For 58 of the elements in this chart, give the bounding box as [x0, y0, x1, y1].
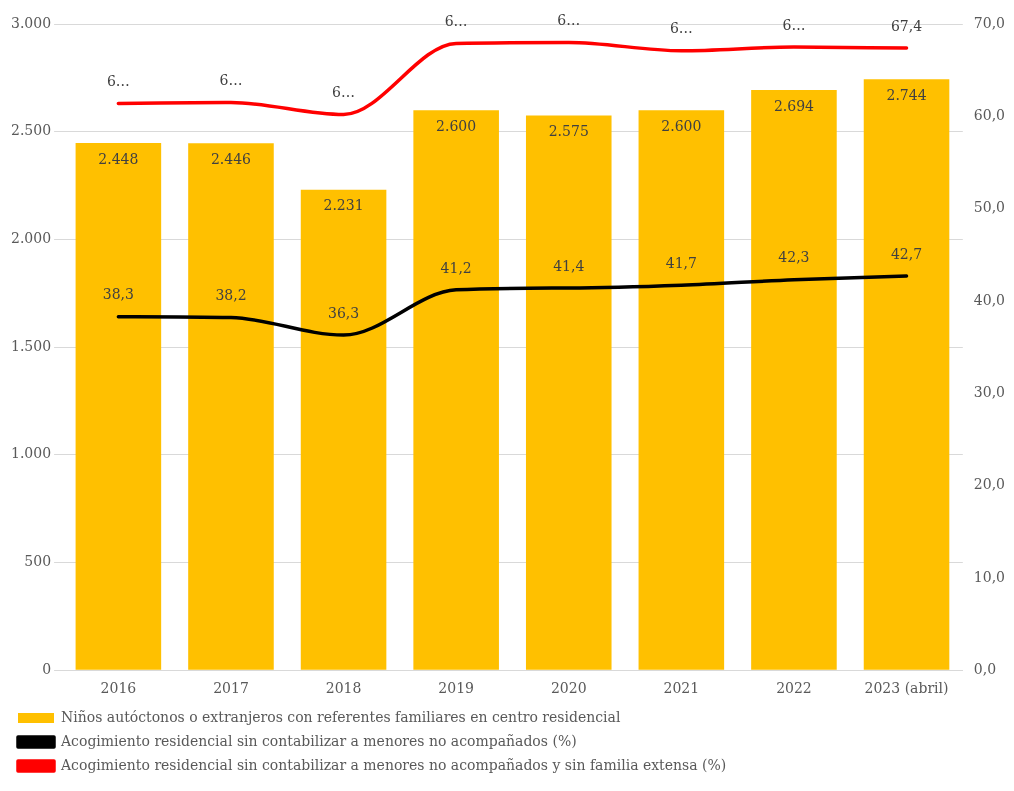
legend-label: Acogimiento residencial sin contabilizar a menores no acompañados (%)	[60, 732, 577, 749]
bar	[751, 89, 837, 670]
y-tick-label: 2.500	[10, 122, 52, 139]
data-label: 2.231	[323, 197, 364, 214]
data-label: 36,3	[327, 304, 360, 321]
data-label: 2.600	[661, 117, 702, 134]
bar	[413, 110, 499, 670]
y2-tick-label: 60,0	[973, 106, 1005, 123]
y-tick-label: 3.000	[10, 14, 52, 31]
x-tick-label: 2021	[663, 680, 700, 697]
x-tick-label: 2023 (abril)	[864, 680, 949, 697]
y-tick-label: 0	[42, 660, 52, 677]
data-label: 6…	[557, 12, 581, 29]
bar	[188, 143, 274, 670]
bar	[525, 115, 612, 670]
data-label: 41,4	[553, 257, 585, 274]
bar	[75, 142, 162, 670]
x-tick-label: 2019	[438, 680, 474, 697]
bar	[638, 110, 725, 670]
y-tick-label: 1.500	[10, 337, 52, 354]
data-label: 6…	[669, 20, 693, 37]
data-label: 6…	[332, 84, 356, 101]
bar	[863, 79, 950, 670]
data-label: 6…	[444, 13, 468, 30]
y-tick-label: 2.000	[10, 230, 52, 247]
legend-label: Niños autóctonos o extranjeros con referentes familiares en centro residencial	[61, 708, 621, 725]
y2-tick-label: 10,0	[973, 568, 1005, 585]
y2-tick-label: 0,0	[973, 660, 997, 677]
y-tick-label: 500	[24, 553, 52, 570]
y2-tick-label: 50,0	[973, 199, 1005, 216]
x-tick-label: 2020	[550, 680, 587, 697]
data-label: 2.600	[436, 117, 477, 134]
bar	[300, 189, 387, 670]
x-tick-label: 2022	[776, 680, 812, 697]
data-label: 42,3	[778, 249, 810, 266]
data-label: 6…	[106, 73, 130, 90]
x-tick-label: 2016	[100, 680, 137, 697]
data-label: 6…	[219, 72, 243, 89]
y-tick-label: 1.000	[10, 445, 52, 462]
x-tick-label: 2018	[325, 680, 362, 697]
legend-label: Acogimiento residencial sin contabilizar a menores no acompañados y sin familia extensa (%)	[60, 756, 727, 773]
y2-tick-label: 20,0	[973, 476, 1005, 493]
data-label: 2.694	[773, 97, 815, 114]
y2-tick-label: 40,0	[973, 291, 1005, 308]
data-label: 38,3	[102, 286, 134, 303]
y2-tick-label: 70,0	[973, 14, 1005, 31]
data-label: 2.446	[210, 150, 252, 167]
data-label: 41,7	[665, 254, 697, 271]
data-label: 2.575	[548, 123, 589, 140]
y2-tick-label: 30,0	[973, 383, 1005, 400]
data-label: 2.744	[886, 86, 927, 103]
data-label: 38,2	[215, 287, 247, 304]
data-label: 41,2	[440, 259, 472, 276]
x-tick-label: 2017	[213, 680, 249, 697]
data-label: 6…	[782, 16, 806, 33]
data-label: 2.448	[98, 150, 139, 167]
data-label: 42,7	[890, 245, 923, 262]
data-label: 67,4	[890, 17, 923, 34]
